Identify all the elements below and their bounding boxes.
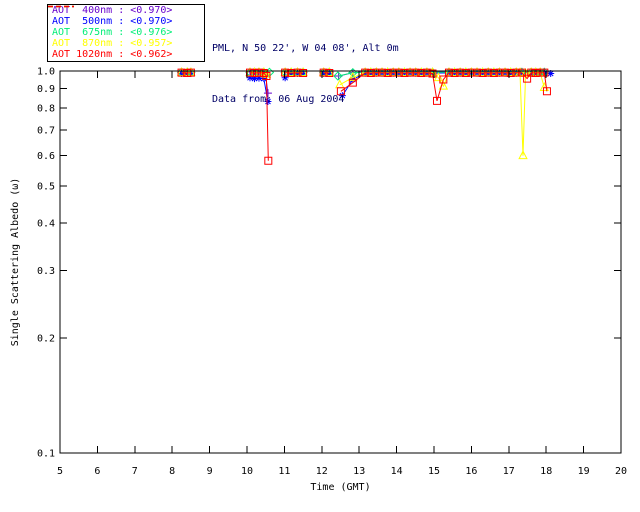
y-tick-label: 0.8 bbox=[37, 104, 55, 115]
square-markers bbox=[281, 68, 308, 78]
x-tick-label: 9 bbox=[207, 466, 213, 477]
y-tick-label: 0.5 bbox=[37, 181, 55, 192]
triangle-markers bbox=[245, 67, 272, 78]
legend-dash-line bbox=[48, 5, 74, 8]
x-tick-label: 16 bbox=[465, 466, 477, 477]
x-tick-label: 17 bbox=[503, 466, 515, 477]
legend-item-2: AOT 500nm : <0.970> bbox=[48, 5, 204, 28]
y-tick-label: 0.6 bbox=[37, 151, 55, 162]
x-tick-label: 13 bbox=[353, 466, 365, 477]
x-tick-label: 18 bbox=[540, 466, 552, 477]
x-tick-label: 20 bbox=[615, 466, 627, 477]
site-info-text: PML, N 50 22', W 04 08', Alt 0m bbox=[212, 43, 399, 54]
legend-label: AOT 1020nm : <0.962> bbox=[52, 48, 173, 60]
y-axis-title: Single Scattering Albedo (ω) bbox=[10, 178, 21, 347]
legend-label: AOT 870nm : <0.957> bbox=[52, 37, 173, 49]
plot-header: PML, N 50 22', W 04 08', Alt 0m Data fro… bbox=[212, 6, 399, 142]
x-tick-label: 6 bbox=[94, 466, 100, 477]
legend-item-3: AOT 675nm : <0.976> bbox=[48, 5, 204, 39]
legend-item-1: AOT 400nm : <0.970> bbox=[48, 5, 204, 17]
x-tick-label: 12 bbox=[316, 466, 328, 477]
asterisk-markers bbox=[320, 70, 333, 78]
square-markers bbox=[319, 68, 334, 78]
x-tick-label: 7 bbox=[132, 466, 138, 477]
legend-label: AOT 400nm : <0.970> bbox=[52, 5, 173, 17]
x-axis-title: Time (GMT) bbox=[310, 482, 370, 493]
y-tick-label: 0.1 bbox=[37, 449, 55, 460]
legend-item-4: AOT 870nm : <0.957> bbox=[48, 5, 204, 49]
triangle-markers bbox=[280, 67, 308, 77]
x-tick-label: 5 bbox=[57, 466, 63, 477]
y-tick-label: 0.3 bbox=[37, 266, 55, 277]
x-tick-label: 19 bbox=[578, 466, 590, 477]
x-tick-label: 14 bbox=[391, 466, 403, 477]
x-tick-label: 15 bbox=[428, 466, 440, 477]
y-tick-label: 0.9 bbox=[37, 84, 55, 95]
asterisk-markers bbox=[246, 74, 272, 106]
y-tick-label: 0.7 bbox=[37, 126, 55, 137]
square-markers bbox=[336, 68, 551, 105]
x-tick-label: 8 bbox=[169, 466, 175, 477]
asterisk-markers bbox=[281, 70, 307, 82]
plot-frame bbox=[59, 70, 622, 454]
legend-item-5: AOT 1020nm : <0.962> bbox=[48, 5, 204, 60]
legend-box: AOT 400nm : <0.970> AOT 500nm : <0.970> AO… bbox=[47, 4, 205, 62]
series-line bbox=[340, 72, 548, 102]
legend-label: AOT 500nm : <0.970> bbox=[52, 16, 173, 28]
y-tick-label: 1.0 bbox=[37, 67, 55, 78]
x-tick-label: 10 bbox=[241, 466, 253, 477]
y-tick-label: 0.2 bbox=[37, 334, 55, 345]
y-tick-label: 0.4 bbox=[37, 219, 55, 230]
square-markers bbox=[245, 68, 273, 165]
series-aot-1020nm bbox=[177, 68, 551, 165]
x-tick-label: 11 bbox=[278, 466, 290, 477]
square-markers bbox=[177, 68, 195, 78]
legend-label: AOT 675nm : <0.976> bbox=[52, 26, 173, 38]
data-date-text: Data from: 06 Aug 2004 bbox=[212, 94, 345, 105]
